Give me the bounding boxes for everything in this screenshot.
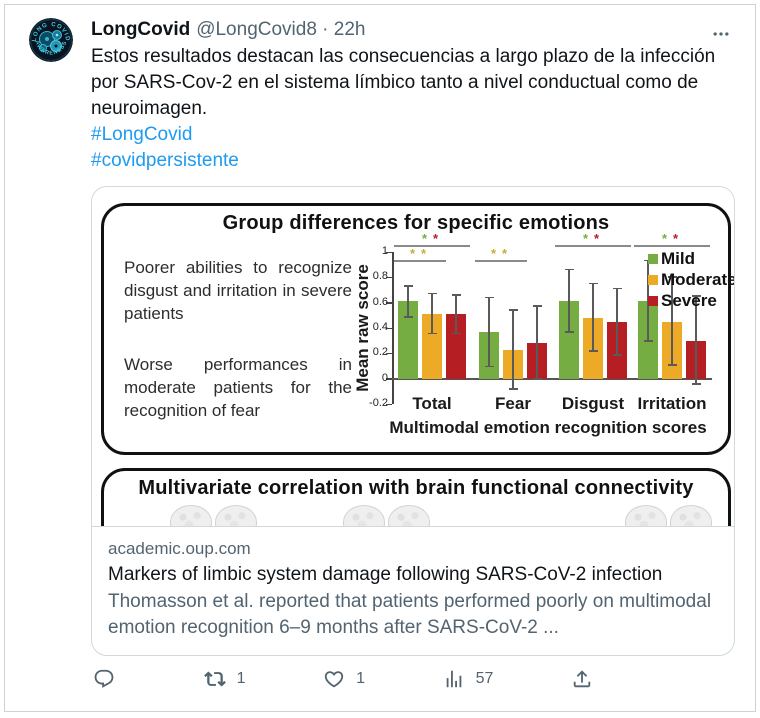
more-button[interactable] — [707, 20, 735, 48]
brain-image — [625, 505, 712, 526]
share-icon — [573, 670, 591, 688]
significance-star: * — [583, 231, 589, 246]
chart-legend: Mild Moderate Severe — [648, 248, 734, 311]
legend-swatch-icon — [648, 295, 658, 306]
reply-icon — [94, 669, 114, 688]
legend-label: Severe — [661, 291, 717, 310]
legend-swatch-icon — [648, 274, 658, 285]
panel1-title: Group differences for specific emotions — [222, 212, 610, 234]
card-image: Group differences for specific emotions … — [92, 187, 734, 527]
like-button[interactable]: 1 — [323, 668, 365, 690]
view-count: 57 — [475, 670, 494, 687]
handle-and-time[interactable]: @LongCovid8 · 22h — [196, 19, 366, 40]
retweet-button[interactable]: 1 — [203, 668, 246, 690]
finding-2: Worse performances in moderate patients … — [124, 355, 352, 420]
retweet-icon — [203, 671, 226, 687]
tweet-header: LongCovid @LongCovid8 · 22h — [91, 18, 735, 42]
reply-button[interactable] — [93, 668, 126, 690]
x-category-label: Disgust — [561, 394, 625, 413]
action-bar: 1 1 57 — [93, 668, 593, 690]
card-domain: academic.oup.com — [108, 539, 251, 558]
significance-star: * — [502, 246, 508, 261]
legend-label: Mild — [661, 249, 695, 268]
views-button[interactable]: 57 — [443, 668, 494, 690]
figure-panel-connectivity: Multivariate correlation with brain func… — [101, 468, 731, 526]
tweet-frame: LONG COVID AWARENESS LongCovid @LongCovi… — [4, 4, 756, 712]
tweet-text: Estos resultados destacan las consecuenc… — [91, 46, 716, 119]
legend-swatch-icon — [648, 253, 658, 264]
significance-star: * — [422, 231, 428, 246]
figure-panel-emotions: Group differences for specific emotions … — [101, 203, 734, 455]
legend-label: Moderate — [661, 270, 734, 289]
retweet-count: 1 — [236, 670, 246, 687]
significance-star: * — [594, 231, 600, 246]
x-category-label: Fear — [495, 394, 531, 413]
heart-icon — [324, 671, 344, 688]
finding-1: Poorer abilities to recognize disgust an… — [124, 258, 352, 323]
card-title: Markers of limbic system damage followin… — [108, 564, 663, 585]
like-count: 1 — [356, 670, 365, 687]
tweet: LONG COVID AWARENESS LongCovid @LongCovi… — [5, 5, 755, 704]
long-covid-logo-icon: LONG COVID AWARENESS — [29, 18, 73, 62]
x-axis-label: Multimodal emotion recognition scores — [389, 418, 707, 437]
y-axis-label: Mean raw score — [353, 264, 372, 392]
significance-star: * — [410, 246, 416, 261]
card-text-block: academic.oup.com Markers of limbic syste… — [92, 527, 734, 655]
significance-star: * — [662, 231, 668, 246]
legend-item: Moderate — [648, 269, 734, 290]
hashtag-covidpersistente[interactable]: #covidpersistente — [91, 150, 239, 171]
panel2-title: Multivariate correlation with brain func… — [138, 477, 694, 499]
card-description: Thomasson et al. reported that patients … — [108, 591, 712, 638]
significance-star: * — [421, 246, 427, 261]
legend-item: Mild — [648, 248, 734, 269]
share-button[interactable] — [571, 668, 593, 690]
significance-star: * — [491, 246, 497, 261]
display-name[interactable]: LongCovid — [91, 19, 191, 40]
more-icon — [713, 32, 729, 36]
x-category-label: Irritation — [637, 394, 707, 413]
avatar-column: LONG COVID AWARENESS — [29, 18, 73, 704]
tweet-content: LongCovid @LongCovid8 · 22h Estos result… — [91, 18, 735, 704]
significance-star: * — [673, 231, 679, 246]
panel1-findings-text: Poorer abilities to recognize disgust an… — [124, 256, 352, 450]
legend-item: Severe — [648, 290, 734, 311]
brain-image — [343, 505, 430, 526]
emotion-bar-chart: 1 0.8 0.6 0.4 0.2 0 -0.2 Mean raw score * * * * * * * *… — [353, 232, 734, 444]
avatar[interactable]: LONG COVID AWARENESS — [29, 18, 73, 62]
significance-star: * — [433, 231, 439, 246]
analytics-icon — [446, 670, 461, 688]
hashtag-longcovid[interactable]: #LongCovid — [91, 124, 193, 145]
link-card[interactable]: Group differences for specific emotions … — [91, 186, 735, 656]
x-category-label: Total — [412, 394, 452, 413]
brain-image — [170, 505, 257, 526]
